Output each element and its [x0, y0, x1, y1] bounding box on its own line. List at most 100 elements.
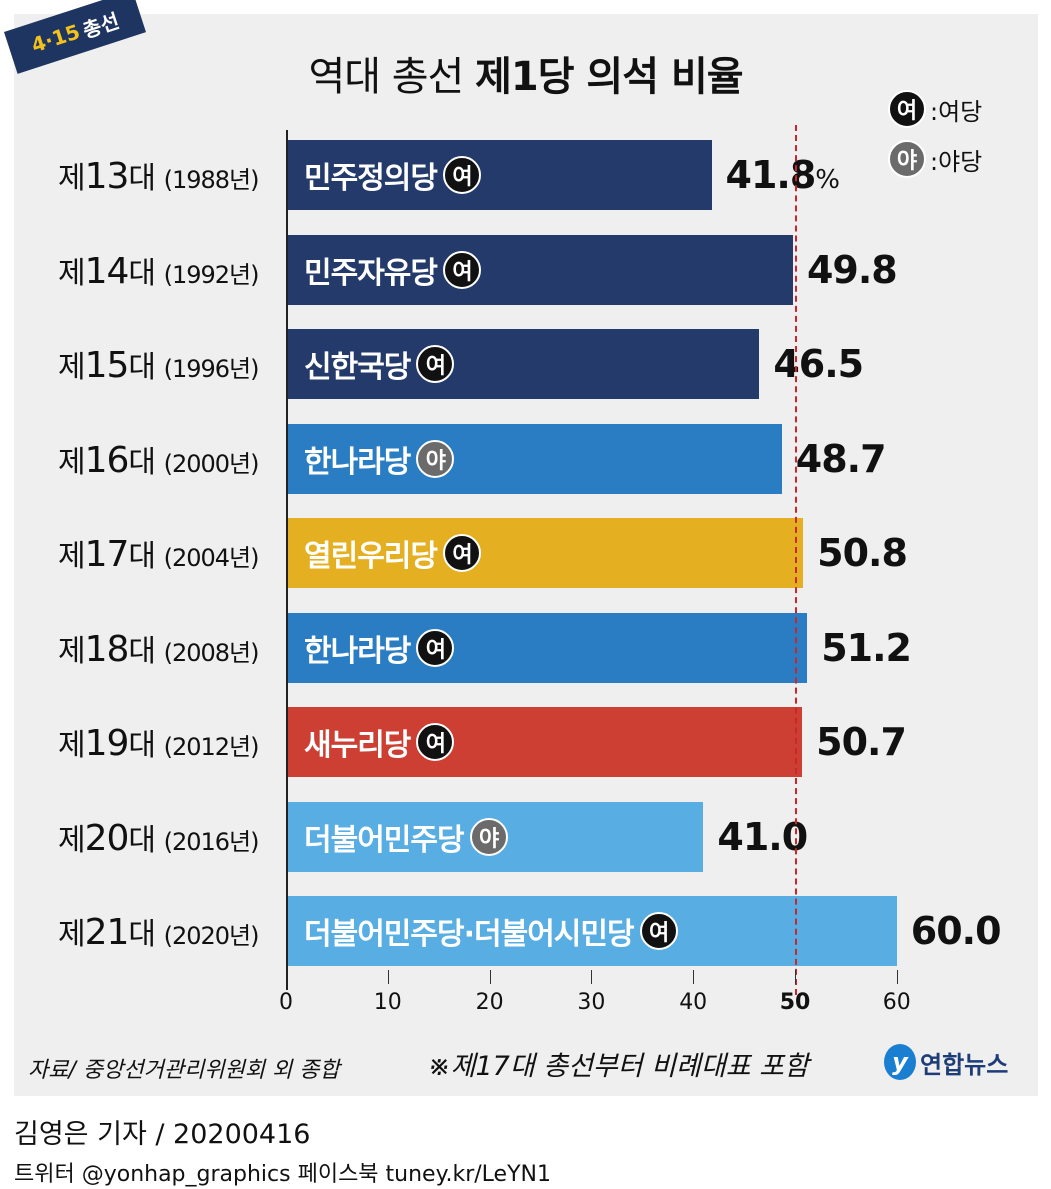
term-prefix: 제 [58, 444, 86, 480]
bar: 열린우리당 여 [286, 518, 804, 588]
value-text: 48.7 [795, 436, 887, 481]
bar: 한나라당 야 [286, 423, 782, 494]
term-year: (2016년) [163, 827, 260, 856]
byline: 김영은 기자 / 20200416 [14, 1119, 311, 1150]
value-label: 49.8 [806, 247, 898, 292]
term-prefix: 제 [58, 633, 86, 669]
ruling-party-icon: 여 [888, 90, 926, 128]
opposition-party-icon: 야 [416, 439, 455, 478]
row-label: 제14대 (1992년) [58, 248, 259, 292]
row-label: 제19대 (2012년) [58, 720, 260, 764]
term-number: 17 [84, 534, 130, 575]
party-name: 더불어민주당 [304, 822, 465, 858]
term-year: (2020년) [163, 922, 260, 950]
party-name: 열린우리당 [304, 539, 438, 574]
term-suffix: 대 [128, 255, 156, 291]
legend-label: :여당 [930, 97, 983, 126]
term-suffix: 대 [128, 822, 156, 858]
opposition-party-icon: 야 [888, 140, 926, 178]
value-label: 60.0 [910, 909, 1002, 953]
bar: 한나라당 여 [286, 612, 808, 683]
ruling-party-icon: 여 [416, 345, 455, 383]
value-text: 49.8 [806, 247, 898, 292]
party-name: 민주자유당 [304, 255, 438, 291]
term-prefix: 제 [58, 917, 86, 952]
term-suffix: 대 [128, 917, 156, 952]
term-suffix: 대 [128, 444, 156, 480]
row-label: 제15대 (1996년) [58, 342, 260, 386]
badge-label: 총선 [79, 8, 123, 43]
term-year: (2004년) [163, 544, 260, 572]
term-number: 16 [84, 439, 130, 481]
legend-opposition: 야:야당 [888, 140, 982, 178]
term-prefix: 제 [58, 539, 86, 574]
term-year: (2012년) [163, 733, 260, 761]
party-name: 새누리당 [304, 728, 411, 763]
term-number: 14 [84, 250, 130, 292]
bar: 신한국당 여 [286, 329, 760, 399]
value-text: 41.0 [717, 814, 808, 859]
x-tick [387, 970, 389, 984]
party-name: 한나라당 [304, 444, 411, 480]
value-label: 50.8 [817, 531, 908, 575]
chart-title: 역대 총선 제1당 의석 비율 [0, 44, 1051, 102]
ruling-party-icon: 여 [443, 250, 481, 289]
row-label: 제20대 (2016년) [58, 815, 260, 859]
title-light: 역대 총선 [308, 54, 464, 100]
row-label: 제13대 (1988년) [58, 153, 260, 197]
term-suffix: 대 [128, 161, 156, 196]
ruling-party-icon: 여 [443, 534, 481, 572]
x-tick-label: 10 [373, 990, 402, 1015]
party-name: 민주정의당 [304, 161, 438, 196]
party-name: 더불어민주당·더불어시민당 [304, 917, 635, 952]
unit-label: % [815, 165, 840, 195]
term-year: (2008년) [163, 638, 260, 667]
value-label: 48.7 [795, 436, 887, 481]
value-label: 46.5 [773, 342, 864, 386]
party-name: 한나라당 [304, 633, 411, 669]
term-suffix: 대 [128, 539, 156, 574]
term-prefix: 제 [58, 255, 86, 291]
ruling-party-icon: 여 [416, 628, 455, 667]
reference-line-50 [795, 125, 797, 995]
ruling-party-icon: 여 [443, 156, 481, 194]
term-number: 18 [84, 628, 130, 670]
y-axis-line [286, 130, 288, 990]
x-tick [795, 970, 796, 984]
term-prefix: 제 [58, 350, 86, 385]
legend-ruling: 여:여당 [888, 90, 982, 128]
footnote: ※제17대 총선부터 비례대표 포함 [428, 1051, 809, 1082]
value-text: 41.8 [725, 153, 817, 197]
x-tick-label: 20 [475, 990, 504, 1015]
x-tick [896, 970, 898, 984]
x-tick [693, 970, 695, 984]
value-text: 60.0 [910, 909, 1002, 953]
x-tick-label: 50 [779, 990, 811, 1015]
term-year: (2000년) [163, 449, 260, 478]
term-number: 19 [84, 723, 130, 764]
term-year: (1996년) [163, 355, 260, 383]
ruling-party-icon: 여 [416, 723, 455, 761]
value-text: 46.5 [773, 342, 864, 386]
term-number: 15 [84, 345, 130, 386]
bar: 민주정의당 여 [286, 140, 712, 210]
x-tick-label: 30 [577, 990, 606, 1015]
value-label: 50.7 [816, 720, 907, 764]
x-tick-label: 0 [279, 990, 293, 1015]
value-text: 51.2 [821, 625, 912, 670]
social-links: 트위터 @yonhap_graphics 페이스북 tuney.kr/LeYN1 [14, 1162, 551, 1187]
value-label: 41.0 [717, 814, 808, 859]
term-number: 13 [84, 156, 130, 197]
term-number: 21 [84, 912, 130, 953]
row-label: 제17대 (2004년) [58, 531, 260, 575]
bar: 새누리당 여 [286, 707, 803, 777]
value-text: 50.7 [816, 720, 907, 764]
term-year: (1988년) [163, 166, 260, 194]
row-label: 제18대 (2008년) [58, 626, 260, 670]
term-suffix: 대 [128, 728, 156, 763]
source-text: 자료/ 중앙선거관리위원회 외 종합 [28, 1058, 340, 1083]
ruling-party-icon: 여 [639, 912, 678, 950]
legend-label: :야당 [930, 147, 983, 176]
term-prefix: 제 [58, 822, 86, 858]
logo-text: 연합뉴스 [920, 1050, 1009, 1079]
